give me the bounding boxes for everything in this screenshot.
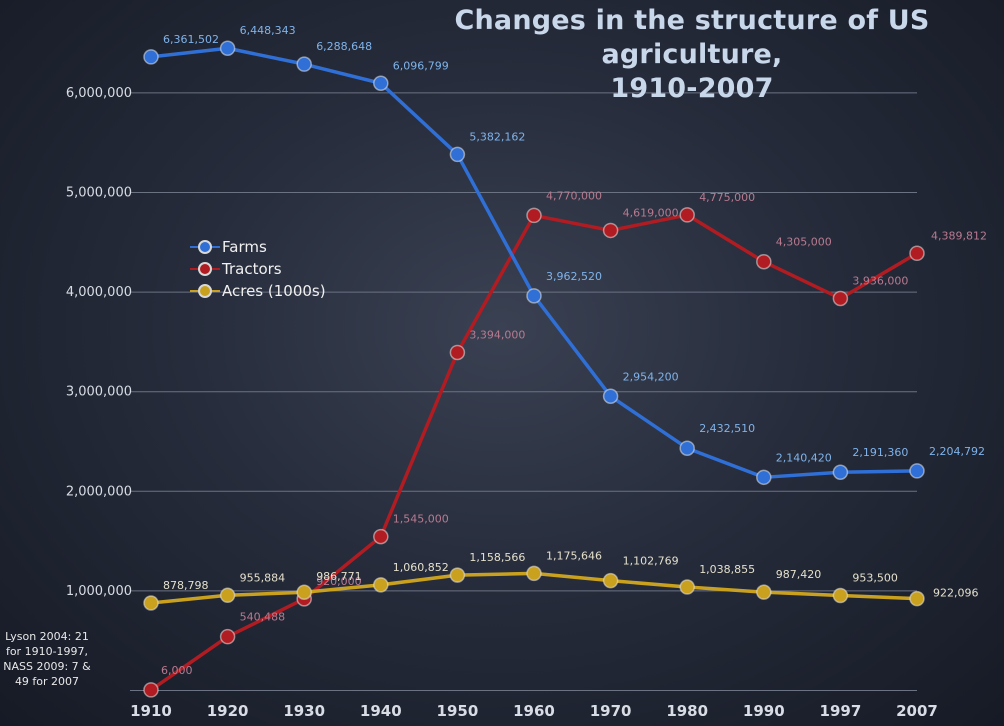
x-tick-label: 1997	[820, 702, 862, 720]
data-label-tractors: 4,305,000	[776, 236, 832, 249]
data-label-acres: 1,175,646	[546, 549, 602, 562]
data-label-acres: 878,798	[163, 579, 209, 592]
data-point-tractors	[449, 344, 466, 361]
data-point-acres	[602, 572, 619, 589]
data-label-acres: 922,096	[933, 587, 979, 600]
data-point-acres	[832, 587, 849, 604]
data-label-acres: 1,158,566	[469, 551, 525, 564]
y-tick-label: 3,000,000	[66, 385, 132, 400]
data-label-farms: 2,204,792	[929, 445, 985, 458]
source-note: Lyson 2004: 21 for 1910-1997, NASS 2009:…	[3, 630, 91, 688]
chart-subtitle: 1910-2007	[610, 73, 774, 104]
x-tick-label: 2007	[896, 702, 938, 720]
data-label-acres: 1,102,769	[623, 555, 679, 568]
x-tick-label: 1960	[513, 702, 555, 720]
data-label-tractors: 920,000	[316, 575, 362, 588]
x-tick-label: 1920	[207, 702, 249, 720]
data-label-farms: 2,191,360	[852, 446, 908, 459]
data-point-acres	[526, 565, 542, 582]
data-label-tractors: 540,488	[240, 611, 286, 624]
chart-title-line1: Changes in the structure of US agricultu…	[454, 5, 930, 70]
data-label-acres: 953,500	[852, 572, 898, 585]
data-point-tractors	[756, 253, 772, 270]
data-point-farms	[679, 440, 695, 456]
data-point-acres	[296, 584, 312, 600]
data-label-farms: 3,962,520	[546, 270, 602, 283]
legend-item-tractors: Tractors	[190, 258, 326, 280]
y-tick-label: 2,000,000	[66, 484, 132, 499]
data-label-acres: 986,771	[316, 570, 362, 583]
data-label-acres: 1,038,855	[699, 563, 755, 576]
x-tick-label: 1950	[437, 702, 479, 720]
data-label-tractors: 1,545,000	[393, 513, 449, 526]
data-point-acres	[679, 579, 695, 595]
data-point-farms	[449, 146, 466, 163]
legend-swatch-farms	[190, 240, 220, 254]
data-label-tractors: 4,770,000	[546, 189, 602, 202]
y-tick-label: 4,000,000	[66, 285, 132, 300]
data-label-acres: 955,884	[240, 571, 286, 584]
data-label-farms: 2,432,510	[699, 422, 755, 435]
data-label-acres: 1,060,852	[393, 561, 449, 574]
data-point-farms	[373, 75, 389, 92]
data-label-tractors: 4,619,000	[623, 206, 679, 219]
data-point-acres	[909, 590, 925, 607]
data-label-farms: 2,140,420	[776, 451, 832, 464]
data-label-farms: 6,288,648	[316, 40, 372, 53]
data-point-acres	[756, 584, 772, 600]
data-point-tractors	[373, 528, 389, 545]
data-point-acres	[143, 595, 159, 611]
data-point-farms	[219, 40, 236, 56]
data-label-farms: 6,448,343	[240, 24, 296, 37]
data-point-acres	[449, 567, 466, 583]
data-point-farms	[832, 464, 849, 480]
data-point-farms	[602, 388, 619, 405]
legend-swatch-acres	[190, 284, 220, 298]
y-tick-label: 5,000,000	[66, 186, 132, 201]
x-tick-label: 1970	[590, 702, 632, 720]
data-label-acres: 987,420	[776, 568, 822, 581]
data-label-tractors: 4,775,000	[699, 191, 755, 204]
data-point-farms	[526, 288, 542, 304]
chart-title: Changes in the structure of US agricultu…	[380, 4, 1004, 106]
x-tick-label: 1980	[666, 702, 708, 720]
data-point-tractors	[143, 682, 159, 698]
data-label-tractors: 4,389,812	[931, 229, 987, 242]
legend-swatch-tractors	[190, 262, 220, 276]
chart-legend: Farms Tractors Acres (1000s)	[190, 236, 326, 302]
x-tick-label: 1910	[130, 702, 172, 720]
data-point-acres	[219, 587, 236, 604]
y-tick-label: 1,000,000	[66, 584, 132, 599]
legend-label-farms: Farms	[222, 238, 267, 256]
data-point-tractors	[909, 245, 925, 262]
data-point-tractors	[832, 290, 849, 307]
data-point-tractors	[526, 207, 542, 224]
legend-label-acres: Acres (1000s)	[222, 282, 326, 300]
data-label-tractors: 6,000	[161, 664, 193, 677]
data-point-acres	[373, 577, 389, 593]
legend-item-acres: Acres (1000s)	[190, 280, 326, 302]
x-tick-label: 1990	[743, 702, 785, 720]
data-label-tractors: 3,394,000	[469, 328, 525, 341]
y-tick-label: 6,000,000	[66, 86, 132, 101]
data-point-farms	[756, 469, 772, 486]
data-point-tractors	[679, 207, 695, 223]
data-label-tractors: 3,936,000	[852, 274, 908, 287]
data-point-farms	[909, 463, 925, 479]
data-label-farms: 6,096,799	[393, 59, 449, 72]
x-tick-label: 1940	[360, 702, 402, 720]
data-label-farms: 2,954,200	[623, 370, 679, 383]
legend-label-tractors: Tractors	[222, 260, 282, 278]
data-point-tractors	[219, 628, 236, 645]
legend-item-farms: Farms	[190, 236, 326, 258]
data-point-farms	[143, 49, 159, 65]
data-point-tractors	[602, 222, 619, 239]
data-label-farms: 6,361,502	[163, 33, 219, 46]
x-tick-label: 1930	[283, 702, 325, 720]
data-point-farms	[296, 56, 312, 72]
data-label-farms: 5,382,162	[469, 130, 525, 143]
